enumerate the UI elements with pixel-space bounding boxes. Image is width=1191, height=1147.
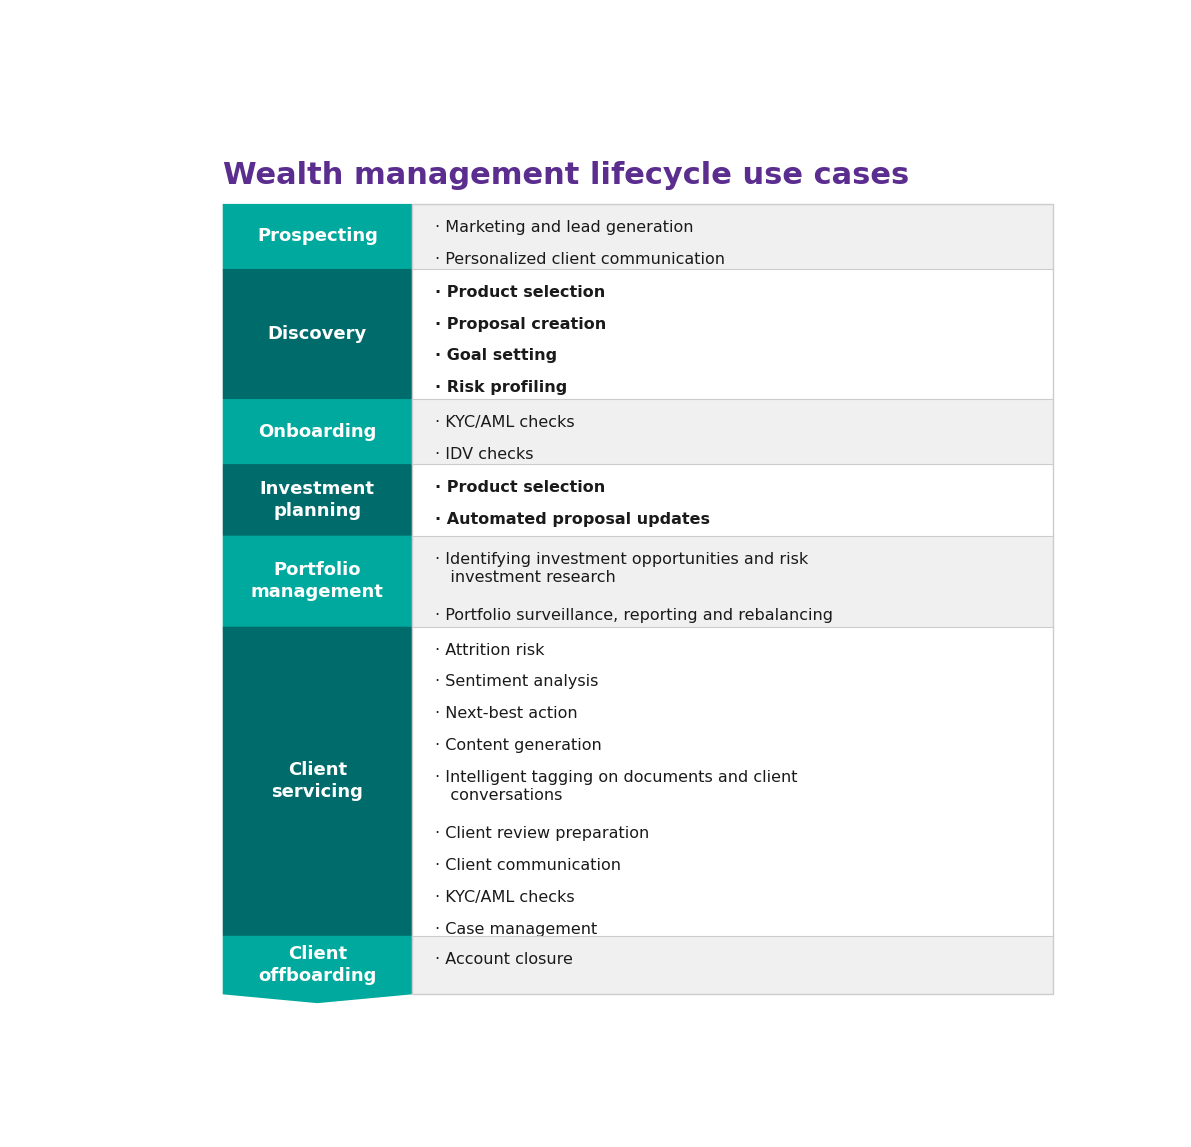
Text: · Client communication: · Client communication [435,858,621,873]
Text: · Sentiment analysis: · Sentiment analysis [435,674,598,689]
Polygon shape [223,536,412,797]
Text: · Case management: · Case management [435,922,597,937]
Polygon shape [223,626,412,968]
Text: · Proposal creation: · Proposal creation [435,317,606,331]
Text: · Account closure: · Account closure [435,952,573,967]
Text: · Risk profiling: · Risk profiling [435,380,567,396]
Text: Investment
planning: Investment planning [260,479,375,520]
Text: · Next-best action: · Next-best action [435,707,578,721]
Polygon shape [223,268,412,435]
Text: · Automated proposal updates: · Automated proposal updates [435,512,710,526]
Text: · Identifying investment opportunities and risk
   investment research: · Identifying investment opportunities a… [435,552,809,585]
Text: Onboarding: Onboarding [258,422,376,440]
Polygon shape [223,465,412,586]
Text: · Goal setting: · Goal setting [435,349,557,364]
Text: · Marketing and lead generation: · Marketing and lead generation [435,220,693,235]
Bar [412,626,1054,936]
Text: · Client review preparation: · Client review preparation [435,826,649,842]
Text: · KYC/AML checks: · KYC/AML checks [435,415,574,430]
Text: · IDV checks: · IDV checks [435,446,534,462]
Text: · Intelligent tagging on documents and client
   conversations: · Intelligent tagging on documents and c… [435,770,798,803]
Polygon shape [223,399,412,504]
Bar [412,536,1054,626]
Text: · Product selection: · Product selection [435,284,605,299]
Text: Client
offboarding: Client offboarding [258,945,376,985]
Text: · Personalized client communication: · Personalized client communication [435,251,725,266]
Bar [412,204,1054,268]
Text: Client
servicing: Client servicing [272,762,363,802]
Text: · Portfolio surveillance, reporting and rebalancing: · Portfolio surveillance, reporting and … [435,608,833,623]
Polygon shape [223,204,412,341]
Text: · KYC/AML checks: · KYC/AML checks [435,890,574,905]
Text: Wealth management lifecycle use cases: Wealth management lifecycle use cases [223,162,909,190]
Bar [412,204,1054,994]
Bar [412,465,1054,536]
Bar [412,268,1054,399]
Bar [412,399,1054,465]
Text: Prospecting: Prospecting [257,227,378,245]
Bar [412,936,1054,994]
Polygon shape [223,936,412,1004]
Text: Discovery: Discovery [268,325,367,343]
Text: · Product selection: · Product selection [435,479,605,496]
Text: · Attrition risk: · Attrition risk [435,642,544,657]
Text: Portfolio
management: Portfolio management [251,561,384,601]
Text: · Content generation: · Content generation [435,738,601,754]
